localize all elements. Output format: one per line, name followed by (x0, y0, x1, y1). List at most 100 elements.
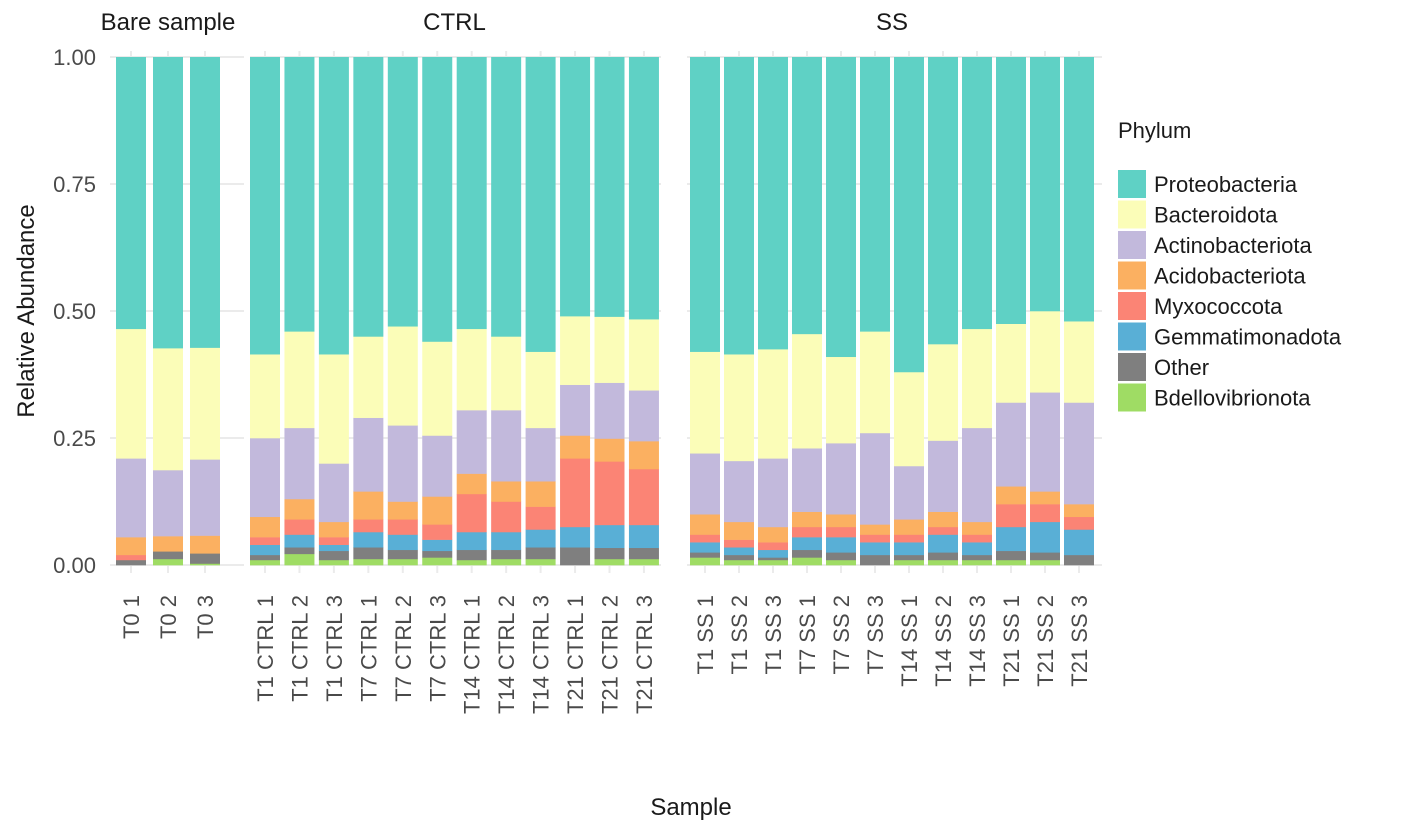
legend-label-proteobacteria: Proteobacteria (1154, 172, 1298, 197)
bar-segment-bdellovibrionota (525, 558, 556, 566)
bars-layer (116, 57, 1094, 566)
x-tick-label: T14 SS 3 (965, 595, 990, 687)
bar-segment-acidobacteriota (456, 473, 487, 495)
bar-segment-myxococcota (456, 493, 487, 533)
bar-segment-bdellovibrionota (250, 559, 280, 566)
legend-title: Phylum (1118, 118, 1191, 143)
bar-segment-proteobacteria (792, 57, 822, 335)
bar-segment-bdellovibrionota (422, 557, 453, 566)
x-tick-label: T21 SS 1 (999, 595, 1024, 687)
bar-t14-ss-3 (962, 57, 992, 566)
bar-segment-bdellovibrionota (594, 558, 625, 566)
bar-segment-other (758, 557, 788, 561)
bar-segment-actinobacteriota (353, 417, 384, 492)
y-tick-label: 0.00 (53, 553, 96, 578)
bar-segment-bacteroidota (153, 348, 183, 471)
bar-segment-other (491, 549, 522, 560)
legend-label-myxococcota: Myxococcota (1154, 294, 1283, 319)
bar-segment-proteobacteria (690, 57, 720, 352)
bar-segment-myxococcota (1030, 504, 1060, 523)
bar-segment-bdellovibrionota (962, 559, 992, 566)
bar-segment-bacteroidota (962, 328, 992, 429)
bar-segment-actinobacteriota (594, 382, 625, 439)
bar-segment-gemmatimonadota (962, 542, 992, 556)
bar-segment-proteobacteria (284, 57, 315, 332)
bar-segment-myxococcota (928, 526, 958, 535)
bar-segment-gemmatimonadota (491, 531, 522, 551)
bar-t7-ctrl-2 (387, 57, 418, 566)
bar-t7-ss-3 (860, 57, 890, 566)
bar-segment-bacteroidota (318, 354, 349, 464)
bar-t21-ss-2 (1030, 57, 1060, 566)
bar-segment-acidobacteriota (190, 535, 220, 554)
bar-segment-acidobacteriota (628, 441, 659, 470)
x-tick-label: T21 SS 2 (1033, 595, 1058, 687)
bar-segment-myxococcota (594, 461, 625, 526)
bar-segment-myxococcota (353, 519, 384, 533)
bar-segment-other (387, 549, 418, 560)
bar-segment-bacteroidota (1030, 311, 1060, 393)
bar-t14-ss-1 (894, 57, 924, 566)
bar-segment-myxococcota (690, 534, 720, 543)
bar-segment-bdellovibrionota (792, 557, 822, 566)
facet-title-ctrl: CTRL (423, 9, 486, 36)
bar-t14-ctrl-1 (456, 57, 487, 566)
bar-segment-other (153, 551, 183, 560)
bar-t0-2 (153, 57, 183, 566)
x-tick-label: T1 SS 3 (761, 595, 786, 674)
bar-segment-bacteroidota (826, 356, 856, 444)
bar-segment-gemmatimonadota (456, 531, 487, 551)
bar-t7-ctrl-1 (353, 57, 384, 566)
bar-segment-proteobacteria (116, 57, 146, 330)
bar-segment-proteobacteria (387, 57, 418, 327)
legend: Phylum Proteobacteria Bacteroidota Actinob… (1118, 118, 1342, 412)
bar-segment-acidobacteriota (1030, 491, 1060, 505)
bar-segment-bdellovibrionota (284, 553, 315, 566)
bar-segment-myxococcota (996, 504, 1026, 528)
legend-swatch-actinobacteriota (1118, 231, 1146, 259)
legend-swatch-myxococcota (1118, 292, 1146, 320)
bar-segment-bdellovibrionota (758, 559, 788, 566)
bar-segment-other (594, 547, 625, 560)
bar-segment-other (792, 549, 822, 558)
bar-segment-actinobacteriota (387, 425, 418, 502)
bar-segment-acidobacteriota (1064, 504, 1094, 518)
bar-segment-other (560, 547, 591, 566)
bar-segment-actinobacteriota (318, 463, 349, 523)
bar-segment-gemmatimonadota (928, 534, 958, 553)
bar-segment-bdellovibrionota (628, 558, 659, 566)
y-tick-label: 0.75 (53, 172, 96, 197)
x-tick-label: T1 CTRL 1 (253, 595, 278, 702)
bar-segment-proteobacteria (456, 57, 487, 330)
bar-segment-actinobacteriota (116, 458, 146, 538)
bar-segment-bacteroidota (284, 331, 315, 429)
bar-segment-other (284, 547, 315, 555)
bar-segment-actinobacteriota (1030, 392, 1060, 492)
bar-segment-actinobacteriota (422, 435, 453, 497)
bar-segment-acidobacteriota (690, 514, 720, 535)
bar-segment-other (318, 550, 349, 561)
bar-segment-gemmatimonadota (1030, 521, 1060, 553)
bar-segment-other (250, 554, 280, 561)
bar-segment-proteobacteria (525, 57, 556, 352)
bar-segment-actinobacteriota (996, 402, 1026, 487)
bar-t21-ss-3 (1064, 57, 1094, 566)
legend-swatch-gemmatimonadota (1118, 322, 1146, 351)
bar-segment-acidobacteriota (387, 501, 418, 520)
bar-segment-actinobacteriota (724, 460, 754, 523)
y-axis: 0.00 0.25 0.50 0.75 1.00 (53, 45, 96, 578)
bar-segment-proteobacteria (422, 57, 453, 342)
bar-t21-ctrl-3 (628, 57, 659, 566)
bar-segment-acidobacteriota (996, 486, 1026, 505)
bar-segment-proteobacteria (860, 57, 890, 332)
legend-label-actinobacteriota: Actinobacteriota (1154, 233, 1313, 258)
bar-t1-ss-1 (690, 57, 720, 566)
bar-segment-bdellovibrionota (353, 558, 384, 566)
x-tick-label: T7 CTRL 3 (425, 595, 450, 702)
bar-segment-other (628, 547, 659, 560)
bar-segment-other (525, 547, 556, 560)
x-axis-title: Sample (650, 794, 731, 821)
bar-segment-bdellovibrionota (826, 559, 856, 566)
bar-segment-acidobacteriota (525, 481, 556, 507)
bar-segment-actinobacteriota (792, 448, 822, 512)
